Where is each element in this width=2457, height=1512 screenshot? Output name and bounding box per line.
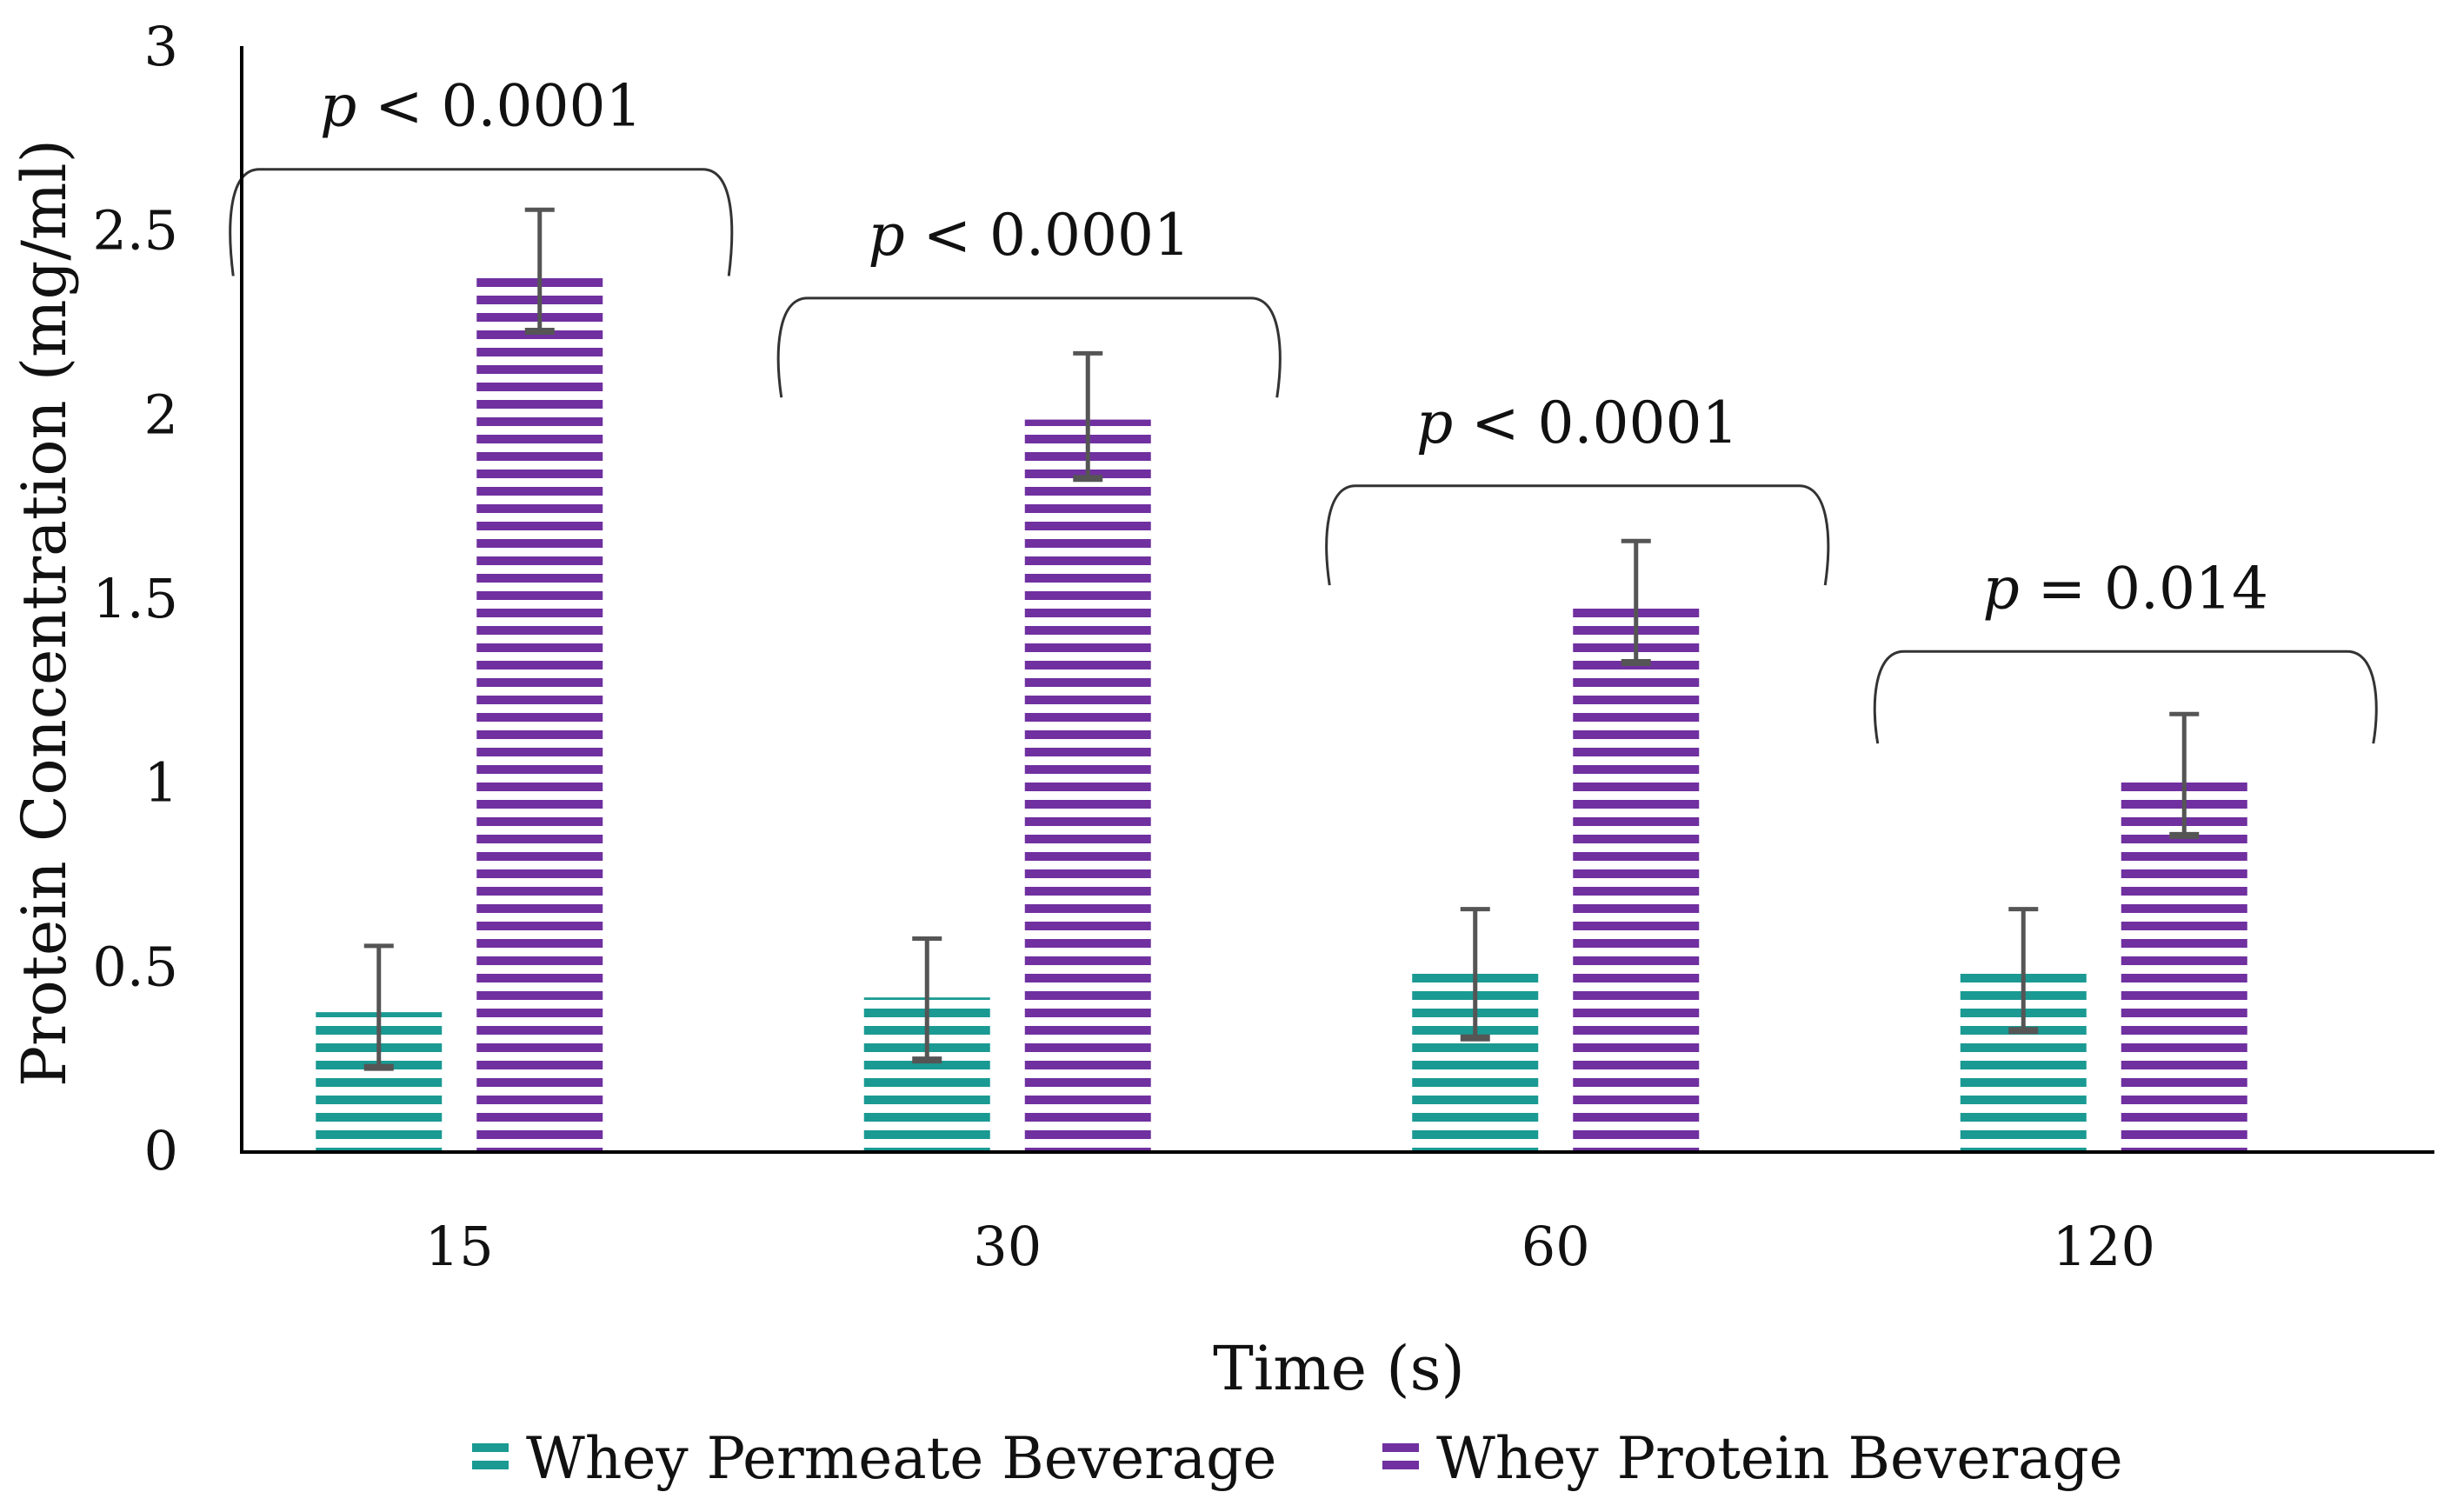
- p-value-label: p < 0.0001: [869, 202, 1190, 269]
- x-tick-label: 30: [973, 1215, 1042, 1278]
- significance-bracket: [1873, 649, 2378, 744]
- y-axis-ticks: 0 0.5 1 1.5 2 2.5 3: [92, 15, 178, 1182]
- error-bar: [363, 943, 394, 1071]
- significance-bracket: [229, 168, 734, 276]
- x-tick-label: 60: [1521, 1215, 1590, 1278]
- error-bar: [2169, 711, 2200, 839]
- error-bar: [1460, 907, 1490, 1042]
- y-tick-label: 2: [144, 383, 178, 446]
- y-tick-label: 1: [144, 751, 178, 815]
- p-value-text: < 0.0001: [356, 73, 642, 140]
- p-value-label: p < 0.0001: [320, 73, 642, 140]
- bar-protein-30: [1024, 419, 1151, 1153]
- legend-label-permeate: Whey Permeate Beverage: [526, 1425, 1276, 1492]
- p-symbol: p: [320, 73, 356, 140]
- plot-area: [316, 276, 2247, 1153]
- p-value-label: p = 0.014: [1983, 555, 2268, 622]
- y-tick-label: 3: [144, 15, 178, 78]
- legend-swatch-protein: [1382, 1439, 1419, 1478]
- error-bar: [524, 207, 555, 335]
- x-axis-ticks: 15 30 60 120: [425, 1215, 2155, 1278]
- p-symbol: p: [1416, 390, 1453, 456]
- legend: Whey Permeate Beverage Whey Protein Beve…: [472, 1425, 2123, 1492]
- y-tick-label: 0: [144, 1119, 178, 1182]
- p-value-text: < 0.0001: [1453, 390, 1738, 456]
- p-symbol: p: [869, 202, 905, 269]
- y-tick-label: 1.5: [92, 567, 178, 630]
- p-symbol: p: [1983, 555, 2020, 622]
- error-bar: [912, 936, 942, 1064]
- y-tick-label: 2.5: [92, 199, 178, 263]
- error-bars: [363, 207, 2200, 1071]
- p-value-text: = 0.014: [2020, 555, 2268, 622]
- y-axis-title: Protein Concentration (mg/ml): [9, 139, 80, 1087]
- legend-label-protein: Whey Protein Beverage: [1436, 1425, 2123, 1492]
- bar-protein-120: [2121, 780, 2247, 1152]
- p-value-text: < 0.0001: [905, 202, 1190, 269]
- error-bar: [1073, 350, 1103, 483]
- x-tick-label: 15: [425, 1215, 494, 1278]
- legend-swatch-permeate: [472, 1439, 509, 1478]
- p-value-label: p < 0.0001: [1416, 390, 1738, 456]
- bar-protein-60: [1573, 607, 1700, 1152]
- bar-protein-15: [476, 276, 603, 1152]
- significance-bracket: [1325, 484, 1830, 586]
- error-bar: [1621, 538, 1651, 666]
- x-tick-label: 120: [2053, 1215, 2155, 1278]
- x-axis-title: Time (s): [1213, 1333, 1465, 1404]
- error-bar: [2008, 907, 2039, 1035]
- significance-bracket: [776, 296, 1282, 398]
- y-tick-label: 0.5: [92, 935, 178, 998]
